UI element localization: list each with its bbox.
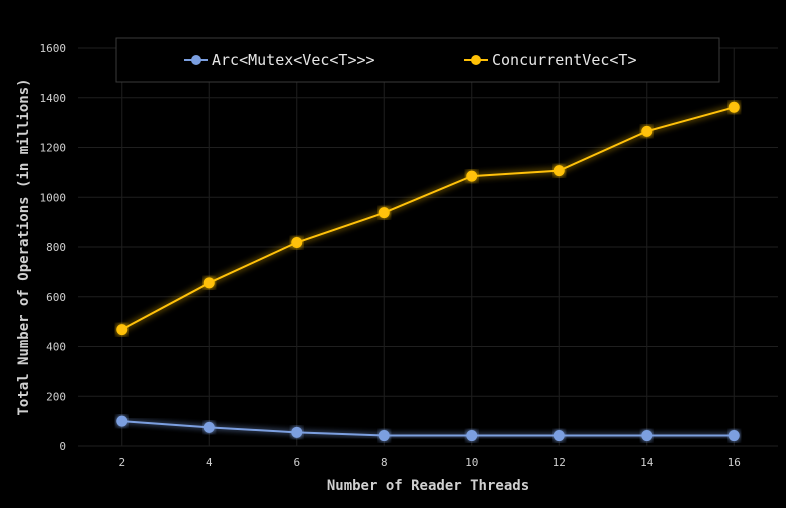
x-tick-label: 12 [553, 456, 566, 469]
data-point [378, 207, 390, 219]
x-axis-title: Number of Reader Threads [327, 478, 529, 494]
data-point [116, 324, 128, 336]
data-point [641, 125, 653, 137]
y-tick-label: 200 [46, 390, 66, 403]
y-tick-label: 600 [46, 291, 66, 304]
data-point [641, 430, 653, 442]
series-2 [116, 101, 740, 336]
legend-item: ConcurrentVec<T> [464, 51, 637, 69]
legend-box [115, 37, 720, 83]
data-point [203, 421, 215, 433]
y-tick-label: 1400 [40, 92, 67, 105]
x-tick-label: 16 [728, 456, 741, 469]
data-point [291, 237, 303, 249]
data-point [203, 277, 215, 289]
legend-swatch-marker [471, 55, 481, 65]
y-tick-label: 0 [59, 440, 66, 453]
data-point [116, 415, 128, 427]
legend-item: Arc<Mutex<Vec<T>>> [184, 51, 375, 69]
data-point [553, 430, 565, 442]
x-tick-label: 4 [206, 456, 213, 469]
series-1 [116, 415, 740, 442]
data-point [466, 430, 478, 442]
series-layer [116, 101, 740, 442]
series-line [121, 106, 735, 331]
series-line [121, 420, 735, 437]
data-point [378, 430, 390, 442]
grid [78, 47, 778, 447]
data-point [291, 426, 303, 438]
y-tick-label: 1600 [40, 42, 67, 55]
x-tick-label: 14 [640, 456, 654, 469]
x-tick-label: 2 [118, 456, 125, 469]
legend-label: ConcurrentVec<T> [492, 51, 637, 69]
data-point [466, 170, 478, 182]
y-tick-label: 800 [46, 241, 66, 254]
legend: Arc<Mutex<Vec<T>>> ConcurrentVec<T> [115, 37, 720, 83]
x-tick-label: 6 [293, 456, 300, 469]
y-axis-title: Total Number of Operations (in millions) [16, 78, 32, 415]
axes: 0 200 400 600 800 1000 1200 1400 1600 2 4 6 8 10 12 14 1… [40, 42, 741, 469]
y-tick-label: 400 [46, 341, 66, 354]
y-tick-label: 1200 [40, 142, 67, 155]
data-point [728, 101, 740, 113]
y-tick-label: 1000 [40, 191, 67, 204]
data-point [728, 430, 740, 442]
x-tick-label: 8 [381, 456, 388, 469]
x-tick-label: 10 [465, 456, 478, 469]
legend-label: Arc<Mutex<Vec<T>>> [212, 51, 375, 69]
legend-swatch-marker [191, 55, 201, 65]
data-point [553, 165, 565, 177]
